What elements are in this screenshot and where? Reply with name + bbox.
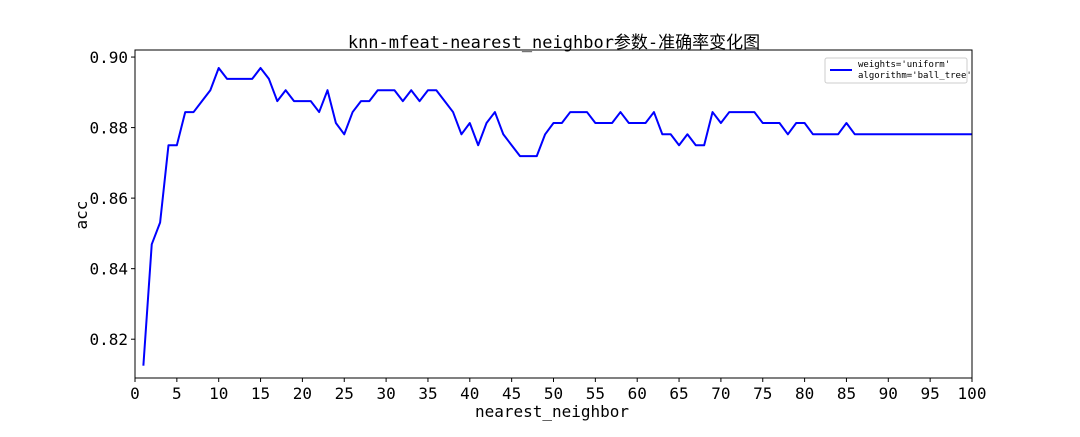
x-tick-label: 5 [172, 384, 182, 403]
legend-entry-weights: weights='uniform' [858, 60, 950, 70]
x-tick-label: 15 [251, 384, 270, 403]
x-tick-label: 35 [418, 384, 437, 403]
y-axis-ticks: 0.82 0.84 0.86 0.88 0.90 [89, 48, 135, 349]
x-tick-label: 70 [711, 384, 730, 403]
y-tick-label: 0.90 [89, 48, 128, 67]
series-line [142, 66, 972, 366]
y-tick-label: 0.84 [89, 260, 128, 279]
plot-area [142, 66, 972, 366]
axes-frame [134, 49, 973, 379]
x-tick-label: 85 [837, 384, 856, 403]
x-tick-label: 75 [753, 384, 772, 403]
x-tick-label: 55 [586, 384, 605, 403]
x-tick-label: 65 [669, 384, 688, 403]
x-tick-label: 25 [335, 384, 354, 403]
x-axis-ticks: 0 5 10 15 20 25 30 35 40 45 50 55 60 65 70 75 80 85 90 95 10… [130, 378, 986, 403]
x-tick-label: 80 [795, 384, 814, 403]
x-tick-label: 20 [293, 384, 312, 403]
y-tick-label: 0.88 [89, 119, 128, 138]
x-tick-label: 0 [130, 384, 140, 403]
y-axis-label: acc [72, 201, 91, 230]
x-tick-label: 45 [502, 384, 521, 403]
x-tick-label: 95 [921, 384, 940, 403]
x-tick-label: 30 [376, 384, 395, 403]
x-tick-label: 100 [958, 384, 987, 403]
y-tick-label: 0.82 [89, 330, 128, 349]
legend-entry-algorithm: algorithm='ball_tree' [858, 71, 972, 81]
x-tick-label: 40 [460, 384, 479, 403]
legend: weights='uniform' algorithm='ball_tree' [824, 57, 972, 84]
chart-title: knn-mfeat-nearest_neighbor参数-准确率变化图 [348, 33, 760, 53]
x-tick-label: 90 [879, 384, 898, 403]
x-tick-label: 50 [544, 384, 563, 403]
x-tick-label: 10 [209, 384, 228, 403]
x-axis-label: nearest_neighbor [475, 402, 629, 421]
legend-box [824, 57, 968, 84]
x-tick-label: 60 [628, 384, 647, 403]
y-tick-label: 0.86 [89, 189, 128, 208]
